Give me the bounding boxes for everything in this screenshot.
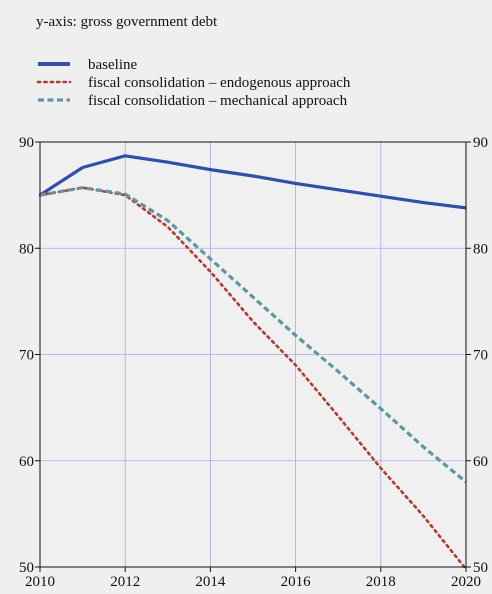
y-tick-label: 80 (19, 241, 34, 257)
y-axis-note: y-axis: gross government debt (36, 14, 218, 30)
x-tick-label: 2018 (366, 574, 396, 590)
y-tick-label-right: 80 (473, 241, 488, 257)
y-tick-label-right: 60 (473, 454, 488, 470)
y-tick-label: 60 (19, 454, 34, 470)
plot-area: 50 50 60 60 70 70 80 80 90 90 2010 2012 2014 2016 2018… (19, 135, 488, 590)
series-line-1 (39, 154, 467, 210)
x-tick-label: 2016 (281, 574, 312, 590)
x-tick-label: 2012 (110, 574, 140, 590)
x-tick-label: 2014 (195, 574, 226, 590)
y-tick-label: 70 (19, 348, 34, 364)
y-tick-label-right: 70 (473, 348, 488, 364)
y-tick-label-right: 90 (473, 135, 488, 151)
legend-label-2: fiscal consolidation – endogenous approa… (88, 75, 351, 91)
y-tick-label-right: 50 (473, 560, 488, 576)
y-tick-label: 90 (19, 135, 34, 151)
x-tick-label: 2010 (25, 574, 55, 590)
legend-label-3: fiscal consolidation – mechanical approa… (88, 93, 348, 109)
series-line-3 (39, 186, 468, 484)
y-tick-label: 50 (19, 560, 34, 576)
x-tick-label: 2020 (451, 574, 481, 590)
legend-label-1: baseline (88, 57, 137, 73)
legend: baseline fiscal consolidation – endogenou… (36, 57, 351, 109)
